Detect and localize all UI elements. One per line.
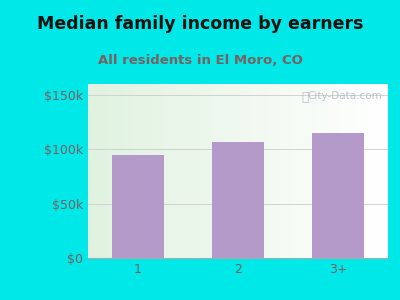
Text: Median family income by earners: Median family income by earners	[37, 15, 363, 33]
Bar	[212, 142, 264, 258]
Bar	[112, 155, 164, 258]
Bar	[312, 133, 364, 258]
Text: ⦿: ⦿	[301, 91, 308, 104]
Text: City-Data.com: City-Data.com	[307, 91, 382, 101]
Text: All residents in El Moro, CO: All residents in El Moro, CO	[98, 54, 302, 67]
